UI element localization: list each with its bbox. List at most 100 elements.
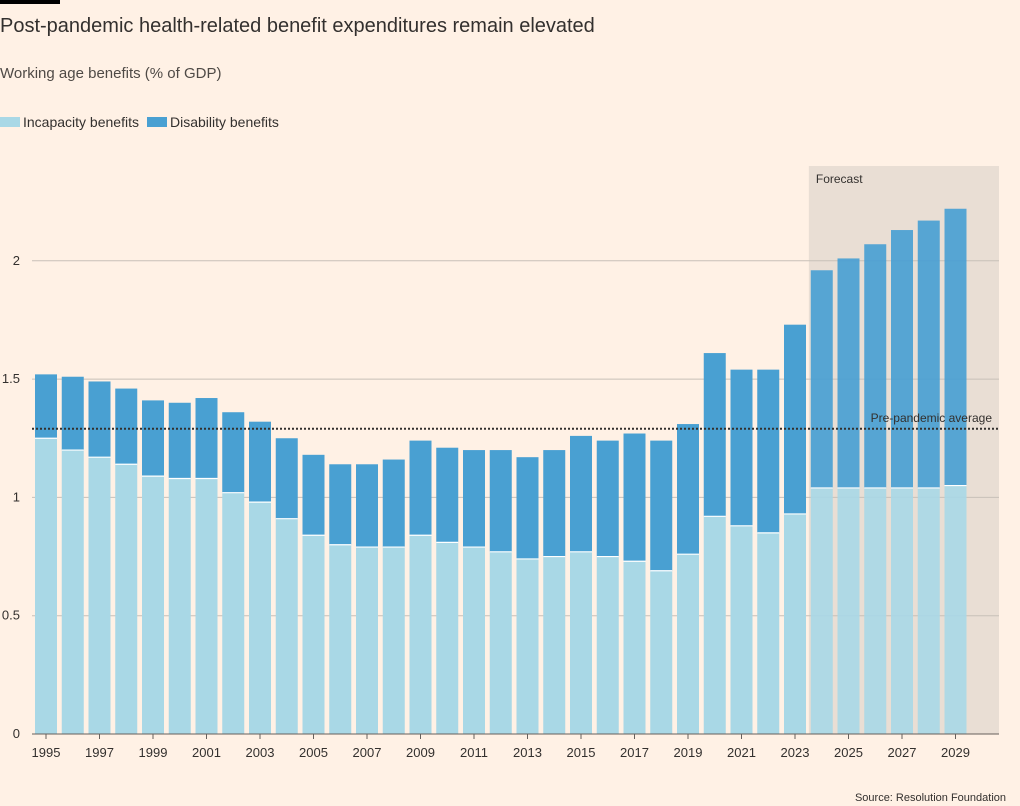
bar-disability — [864, 244, 887, 488]
bar-disability — [436, 447, 459, 543]
bar-disability — [837, 258, 860, 488]
bar-incapacity — [195, 478, 218, 734]
bar-disability — [677, 424, 699, 555]
bar-incapacity — [837, 487, 860, 734]
bar-incapacity — [944, 485, 967, 734]
bar-incapacity — [864, 487, 887, 734]
bar-disability — [944, 208, 967, 486]
x-tick-label: 2029 — [941, 745, 970, 760]
bar-incapacity — [623, 561, 646, 734]
bar-incapacity — [275, 518, 298, 734]
bar-incapacity — [891, 487, 913, 734]
bar-incapacity — [302, 535, 325, 734]
legend-item-disability: Disability benefits — [146, 114, 279, 130]
bar-incapacity — [329, 544, 352, 734]
bar-incapacity — [784, 513, 806, 734]
bar-incapacity — [703, 516, 726, 734]
bar-incapacity — [463, 547, 485, 734]
x-tick-label: 2027 — [888, 745, 917, 760]
bar-incapacity — [168, 478, 191, 734]
bar-disability — [356, 464, 378, 548]
brand-bar — [0, 0, 60, 4]
bar-incapacity — [115, 464, 138, 734]
bar-disability — [730, 369, 753, 526]
x-tick-label: 2009 — [406, 745, 435, 760]
bar-incapacity — [222, 492, 245, 734]
y-tick-label: 1 — [13, 489, 20, 504]
bar-incapacity — [516, 558, 539, 734]
legend-swatch-incapacity — [0, 117, 20, 127]
legend-swatch-disability — [146, 117, 167, 127]
bar-disability — [249, 421, 271, 503]
x-tick-label: 2015 — [567, 745, 596, 760]
source-note: Source: Resolution Foundation — [854, 792, 1006, 804]
bar-disability — [650, 440, 673, 571]
bar-disability — [35, 374, 57, 439]
x-tick-label: 2013 — [513, 745, 542, 760]
bar-incapacity — [382, 547, 405, 734]
chart-title: Post-pandemic health-related benefit exp… — [0, 15, 595, 37]
bar-incapacity — [730, 525, 753, 734]
bar-disability — [302, 454, 325, 536]
x-tick-label: 2019 — [674, 745, 703, 760]
x-tick-label: 2023 — [781, 745, 810, 760]
bar-disability — [115, 388, 138, 465]
bar-incapacity — [249, 502, 271, 734]
bar-incapacity — [543, 556, 566, 734]
bar-incapacity — [489, 551, 512, 734]
bar-incapacity — [35, 438, 57, 734]
x-tick-label: 1995 — [32, 745, 61, 760]
bar-incapacity — [142, 476, 164, 734]
bar-incapacity — [757, 532, 780, 734]
bar-disability — [329, 464, 352, 545]
y-tick-label: 0.5 — [2, 608, 20, 623]
x-tick-label: 2005 — [299, 745, 328, 760]
x-tick-label: 1997 — [85, 745, 114, 760]
bar-disability — [463, 450, 485, 548]
x-tick-label: 2001 — [192, 745, 221, 760]
bar-disability — [757, 369, 780, 533]
bar-incapacity — [596, 556, 619, 734]
legend: Incapacity benefits Disability benefits — [0, 114, 287, 130]
bar-incapacity — [436, 542, 459, 734]
x-tick-label: 2011 — [460, 745, 488, 760]
bar-disability — [891, 230, 913, 488]
x-tick-label: 2017 — [620, 745, 649, 760]
forecast-label: Forecast — [816, 172, 863, 186]
bar-disability — [61, 376, 84, 451]
bar-incapacity — [409, 535, 432, 734]
bar-disability — [142, 400, 164, 477]
x-tick-label: 2021 — [727, 745, 756, 760]
bar-disability — [516, 457, 539, 559]
bar-disability — [917, 220, 940, 488]
bar-incapacity — [570, 551, 592, 734]
bar-disability — [222, 412, 245, 493]
x-tick-label: 1999 — [139, 745, 168, 760]
bar-disability — [409, 440, 432, 536]
y-tick-label: 2 — [13, 253, 20, 268]
bar-incapacity — [88, 457, 111, 734]
bar-disability — [168, 402, 191, 479]
y-tick-label: 0 — [13, 726, 20, 741]
bar-disability — [810, 270, 833, 488]
bar-disability — [596, 440, 619, 557]
bar-disability — [88, 381, 111, 458]
bar-incapacity — [810, 487, 833, 734]
bar-disability — [784, 324, 806, 514]
bar-disability — [382, 459, 405, 548]
x-tick-label: 2025 — [834, 745, 863, 760]
bar-disability — [275, 438, 298, 519]
bar-incapacity — [677, 554, 699, 734]
legend-label-incapacity: Incapacity benefits — [23, 114, 139, 130]
bar-disability — [195, 398, 218, 479]
bar-incapacity — [356, 547, 378, 734]
pre-pandemic-average-label: Pre-pandemic average — [871, 411, 993, 425]
bar-disability — [489, 450, 512, 552]
x-tick-label: 2003 — [246, 745, 275, 760]
y-tick-label: 1.5 — [2, 371, 20, 386]
x-tick-label: 2007 — [353, 745, 382, 760]
bar-disability — [570, 435, 592, 552]
bar-disability — [623, 433, 646, 562]
bar-incapacity — [650, 570, 673, 734]
